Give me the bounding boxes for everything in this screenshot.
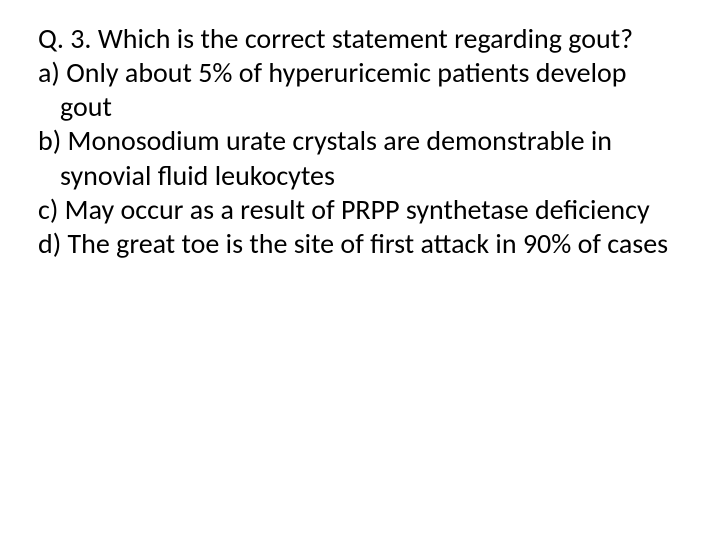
option-c: c) May occur as a result of PRPP synthet… (38, 193, 682, 227)
question-stem: Q. 3. Which is the correct statement reg… (38, 22, 682, 56)
option-a: a) Only about 5% of hyperuricemic patien… (38, 56, 682, 124)
slide: Q. 3. Which is the correct statement reg… (0, 0, 720, 540)
option-b: b) Monosodium urate crystals are demonst… (38, 124, 682, 192)
question-block: Q. 3. Which is the correct statement reg… (38, 22, 682, 261)
option-d: d) The great toe is the site of first at… (38, 227, 682, 261)
